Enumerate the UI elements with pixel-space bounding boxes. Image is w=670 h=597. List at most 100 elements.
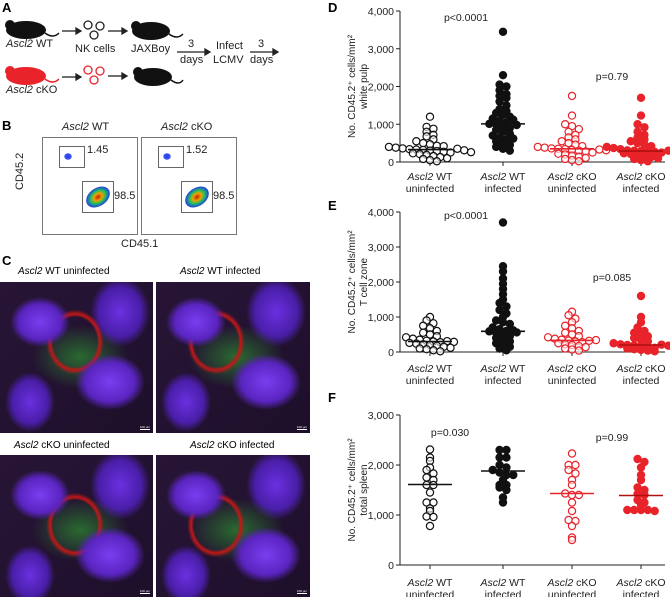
p-value-annotation: p<0.0001: [444, 210, 488, 222]
y-axis-label: No. CD45.2⁺ cells/mm²: [347, 230, 358, 334]
data-point: [422, 132, 431, 141]
data-point: [560, 321, 570, 330]
genotype: cKO: [187, 121, 213, 133]
nk-cells-label: NK cells: [75, 43, 116, 55]
data-point: [560, 120, 570, 129]
genotype: cKO: [642, 171, 665, 183]
gene-name: Ascl2: [407, 363, 434, 375]
x-tick-label-condition: uninfected: [406, 375, 455, 387]
p-value-annotation: p=0.99: [596, 432, 629, 444]
cko-recipient-mouse-icon: [133, 67, 184, 86]
panel-label-c: C: [2, 253, 12, 268]
data-point: [567, 506, 577, 516]
data-point: [442, 154, 452, 163]
data-point: [509, 134, 518, 143]
x-tick-label-condition: uninfected: [406, 589, 455, 597]
nk-cells-icon: [83, 20, 105, 40]
genotype: cKO: [642, 363, 665, 375]
x-tick-label: Ascl2 cKO: [546, 363, 596, 375]
cko-donor-mouse-icon: [5, 66, 60, 85]
data-point: [595, 145, 604, 154]
data-point: [640, 123, 649, 132]
y-tick-label: 3,000: [368, 410, 394, 422]
lower-gate-value: 98.5: [213, 190, 235, 202]
data-point: [567, 449, 577, 458]
x-tick-label: Ascl2 cKO: [546, 171, 596, 183]
data-point: [422, 473, 431, 482]
x-tick-label: Ascl2 cKO: [615, 363, 665, 375]
lower-gate-value: 98.5: [114, 190, 136, 202]
data-point: [567, 111, 577, 120]
genotype: WT: [433, 363, 453, 375]
data-point: [505, 319, 515, 329]
y-axis-label-line2: total spleen: [359, 464, 370, 515]
genotype: cKO: [573, 171, 596, 183]
data-point: [564, 465, 573, 475]
data-point: [609, 143, 618, 153]
spleen-micrograph: 100 µm: [156, 455, 310, 597]
step2-top: 3: [258, 38, 265, 50]
y-tick-label: 0: [388, 157, 394, 169]
data-point: [623, 505, 632, 515]
data-point: [609, 339, 618, 348]
data-point: [533, 142, 543, 152]
scale-bar: 100 µm: [296, 425, 307, 430]
infect-top: Infect: [216, 40, 243, 52]
data-point: [466, 147, 476, 157]
data-point: [453, 144, 462, 153]
y-tick-label: 2,000: [368, 460, 394, 472]
wt-donor-mouse-icon: [5, 20, 60, 39]
data-point: [560, 344, 570, 353]
scale-bar: 100 µm: [296, 589, 307, 594]
cko-label: Ascl2 cKO: [6, 84, 57, 96]
x-tick-label: Ascl2 cKO: [615, 577, 665, 589]
gene-name: Ascl2: [18, 266, 43, 277]
data-point: [574, 490, 584, 500]
data-point: [495, 305, 504, 315]
data-point: [432, 157, 442, 166]
data-point: [491, 316, 501, 325]
wt-label: Ascl2 WT: [6, 38, 53, 50]
data-point: [567, 345, 577, 354]
scale-bar: 100 µm: [139, 589, 150, 594]
data-point: [498, 218, 508, 227]
data-point: [512, 328, 521, 337]
image-title: Ascl2 WT uninfected: [18, 266, 110, 277]
gene-name: Ascl2: [546, 363, 573, 375]
genotype: cKO: [573, 363, 596, 375]
data-point: [502, 453, 511, 462]
data-point: [495, 483, 504, 492]
data-point: [422, 345, 431, 354]
p-value-annotation: p=0.085: [593, 272, 631, 284]
x-tick-label-condition: infected: [623, 183, 660, 195]
data-point: [633, 120, 642, 129]
panel-label-d: D: [328, 0, 338, 15]
data-point: [512, 120, 521, 130]
x-tick-label: Ascl2 cKO: [546, 577, 596, 589]
x-tick-label: Ascl2 WT: [480, 577, 527, 589]
condition: cKO infected: [214, 440, 275, 451]
data-point: [425, 155, 435, 165]
data-point: [633, 454, 642, 464]
gene-name: Ascl2: [62, 121, 89, 133]
arrow-icon: [62, 72, 83, 82]
image-title: Ascl2 WT infected: [180, 266, 260, 277]
gene-name: Ascl2: [546, 171, 573, 183]
data-point: [557, 137, 566, 146]
data-point: [436, 347, 445, 356]
data-point: [554, 149, 563, 158]
y-tick-label: 2,000: [368, 82, 394, 94]
data-point: [495, 468, 504, 477]
data-point: [446, 343, 455, 352]
genotype: cKO: [32, 84, 58, 96]
lower-gate: [82, 181, 114, 213]
data-point: [626, 137, 635, 146]
arrow-icon: [108, 71, 129, 81]
panel-label-f: F: [328, 390, 336, 405]
gene-name: Ascl2: [546, 577, 573, 589]
p-value-annotation: p=0.79: [596, 71, 629, 83]
gene-name: Ascl2: [480, 171, 507, 183]
y-axis-label: No. CD45.2⁺ cells/mm²: [347, 438, 358, 542]
data-point: [398, 144, 407, 153]
